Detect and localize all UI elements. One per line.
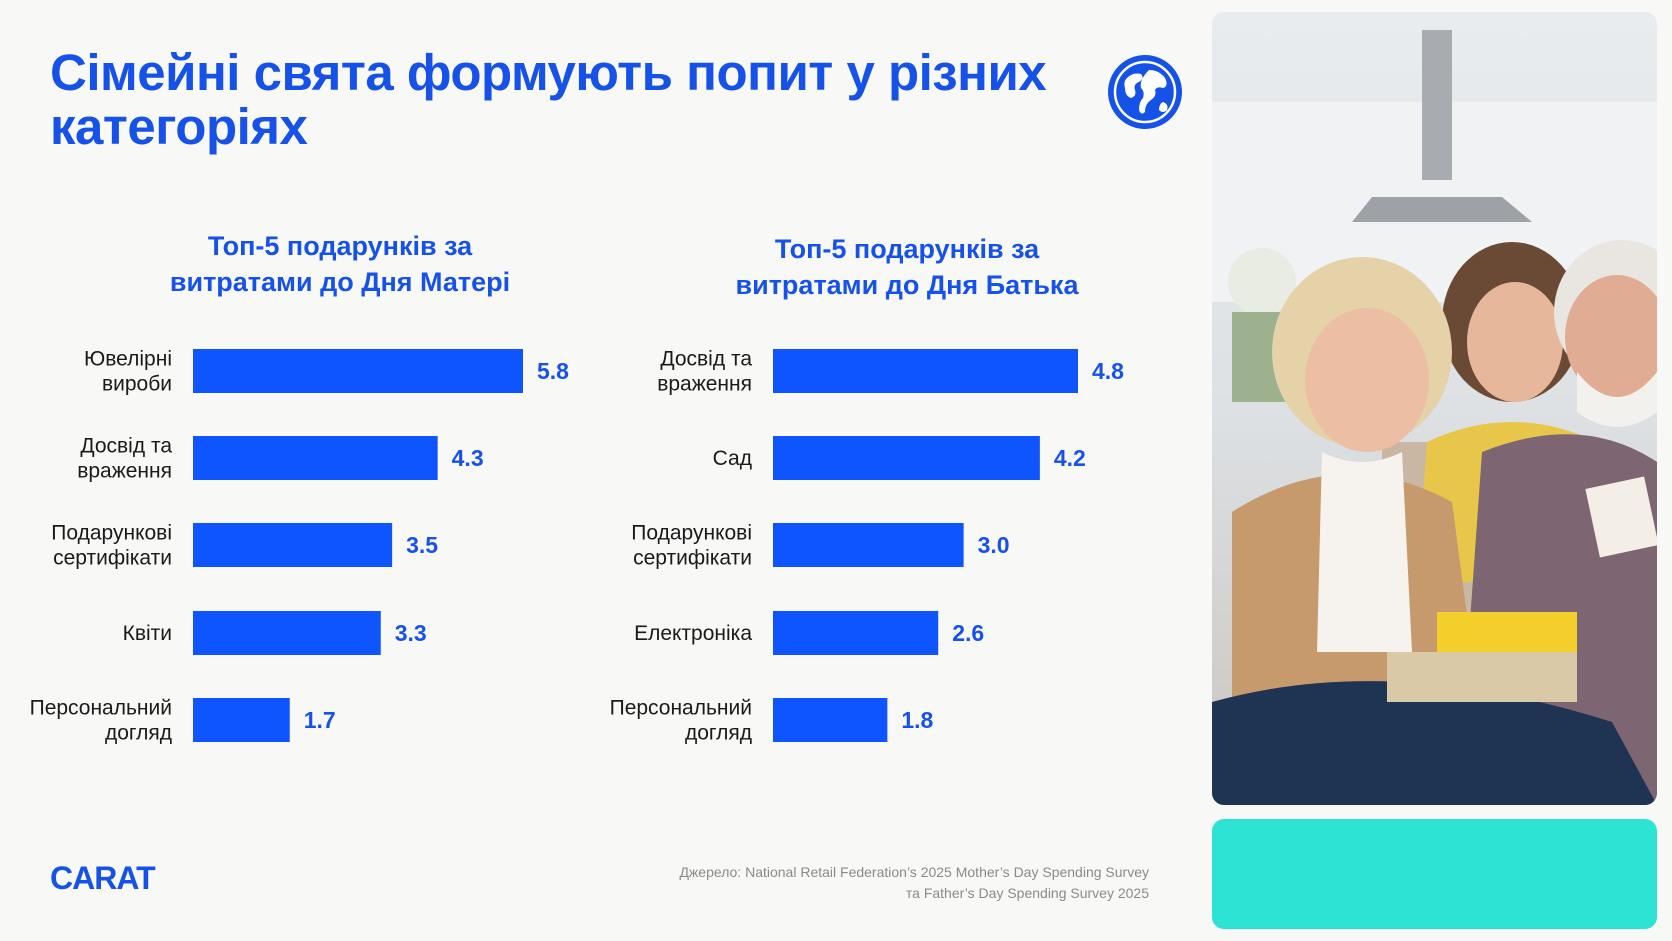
bar-fathers-day-4 <box>773 611 939 655</box>
category-label-mothers-day-5: Персональний догляд <box>30 697 172 745</box>
value-label-mothers-day-5: 1.7 <box>304 707 336 733</box>
bar-fathers-day-2 <box>773 436 1040 480</box>
carat-logo: CARAT <box>50 860 156 896</box>
source-line-2: та Father’s Day Spending Survey 2025 <box>905 885 1149 901</box>
value-label-mothers-day-1: 5.8 <box>537 358 569 384</box>
globe-icon <box>1108 55 1182 129</box>
bar-charts: 5.8 Ювелірні вироби 4.3 Досвід та враження 3.5… <box>30 348 1125 745</box>
category-label-mothers-day-1: Ювелірні вироби <box>84 348 172 396</box>
category-label-fathers-day-1: Досвід та враження <box>657 348 752 396</box>
bar-fathers-day-1 <box>773 349 1078 393</box>
bar-mothers-day-5 <box>193 698 290 742</box>
category-label-mothers-day-3: Подарункові сертифікати <box>51 522 172 570</box>
value-label-mothers-day-3: 3.5 <box>406 532 438 558</box>
value-label-fathers-day-5: 1.8 <box>901 707 933 733</box>
category-label-fathers-day-4: Електроніка <box>634 622 752 645</box>
chart-title-mothers-day: Топ-5 подарунків за витратами до Дня Мат… <box>169 231 511 297</box>
category-label-mothers-day-2: Досвід та враження <box>77 435 172 483</box>
bar-fathers-day-3 <box>773 523 964 567</box>
category-label-fathers-day-2: Сад <box>713 447 752 470</box>
category-label-mothers-day-4: Квіти <box>123 622 172 645</box>
teal-panel <box>1212 819 1657 929</box>
bar-mothers-day-4 <box>193 611 381 655</box>
value-label-mothers-day-2: 4.3 <box>452 445 484 471</box>
chart-title-fathers-day: Топ-5 подарунків за витратами до Дня Бат… <box>735 234 1079 300</box>
value-label-fathers-day-1: 4.8 <box>1092 358 1124 384</box>
bar-mothers-day-1 <box>193 349 523 393</box>
bar-mothers-day-3 <box>193 523 393 567</box>
category-label-fathers-day-5: Персональний догляд <box>610 697 752 745</box>
source-note: Джерело: National Retail Federation’s 20… <box>529 862 1149 904</box>
family-photo <box>1212 12 1657 805</box>
bar-fathers-day-5 <box>773 698 888 742</box>
page-title: Сімейні свята формують попит у різних ка… <box>50 44 1047 155</box>
value-label-fathers-day-4: 2.6 <box>952 620 984 646</box>
category-label-fathers-day-3: Подарункові сертифікати <box>631 522 752 570</box>
value-label-fathers-day-2: 4.2 <box>1054 445 1086 471</box>
bar-mothers-day-2 <box>193 436 438 480</box>
value-label-fathers-day-3: 3.0 <box>978 532 1010 558</box>
value-label-mothers-day-4: 3.3 <box>395 620 427 646</box>
source-line-1: Джерело: National Retail Federation’s 20… <box>679 864 1149 880</box>
